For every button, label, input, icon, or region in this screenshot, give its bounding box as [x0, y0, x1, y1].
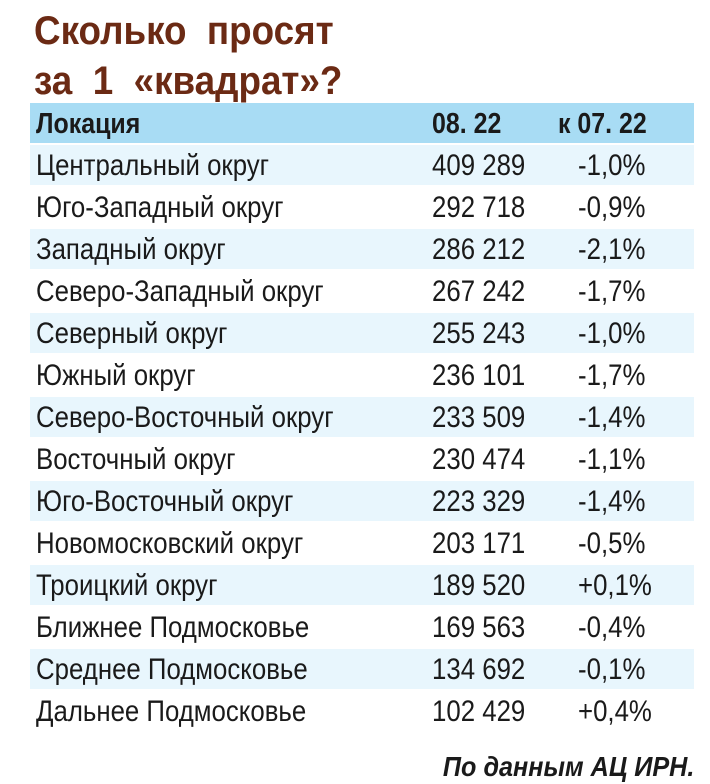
location-cell: Троицкий округ: [36, 569, 218, 602]
table-row: Северо-Восточный округ 233 509 -1,4%: [30, 397, 694, 439]
column-header-change: к 07. 22: [558, 108, 647, 140]
location-cell: Южный округ: [36, 359, 196, 392]
table-row: Южный округ 236 101 -1,7%: [30, 355, 694, 397]
table-row: Западный округ 286 212 -2,1%: [30, 229, 694, 271]
location-cell: Северо-Восточный округ: [36, 401, 334, 434]
price-cell: 236 101: [432, 359, 526, 392]
location-cell: Среднее Подмосковье: [36, 653, 308, 686]
change-cell: -1,7%: [578, 275, 646, 308]
table-row: Ближнее Подмосковье 169 563 -0,4%: [30, 607, 694, 649]
price-cell: 223 329: [432, 485, 526, 518]
location-cell: Дальнее Подмосковье: [36, 695, 307, 728]
table-body: Центральный округ 409 289 -1,0% Юго-Западны…: [30, 145, 694, 733]
table-header-row: Локация 08. 22 к 07. 22: [30, 103, 694, 145]
table-row: Северный округ 255 243 -1,0%: [30, 313, 694, 355]
location-cell: Северо-Западный округ: [36, 275, 324, 308]
table-row: Юго-Восточный округ 223 329 -1,4%: [30, 481, 694, 523]
page-title: Сколько просят за 1 «квадрат»?: [34, 6, 342, 106]
change-cell: -1,7%: [578, 359, 646, 392]
change-cell: -0,1%: [578, 653, 646, 686]
location-cell: Новомосковский округ: [36, 527, 304, 560]
table-row: Троицкий округ 189 520 +0,1%: [30, 565, 694, 607]
price-cell: 267 242: [432, 275, 526, 308]
location-cell: Западный округ: [36, 233, 226, 266]
table-row: Новомосковский округ 203 171 -0,5%: [30, 523, 694, 565]
change-cell: +0,1%: [578, 569, 652, 602]
change-cell: -1,0%: [578, 317, 646, 350]
change-cell: -0,4%: [578, 611, 646, 644]
price-cell: 189 520: [432, 569, 526, 602]
table-row: Центральный округ 409 289 -1,0%: [30, 145, 694, 187]
price-cell: 233 509: [432, 401, 526, 434]
table-row: Среднее Подмосковье 134 692 -0,1%: [30, 649, 694, 691]
title-line-1: Сколько просят: [34, 9, 334, 53]
price-cell: 230 474: [432, 443, 526, 476]
table-row: Восточный округ 230 474 -1,1%: [30, 439, 694, 481]
location-cell: Юго-Восточный округ: [36, 485, 294, 518]
change-cell: -0,5%: [578, 527, 646, 560]
change-cell: -1,4%: [578, 401, 646, 434]
location-cell: Ближнее Подмосковье: [36, 611, 310, 644]
table-row: Северо-Западный округ 267 242 -1,7%: [30, 271, 694, 313]
location-cell: Восточный округ: [36, 443, 236, 476]
price-cell: 286 212: [432, 233, 526, 266]
change-cell: +0,4%: [578, 695, 652, 728]
title-line-2: за 1 «квадрат»?: [34, 59, 343, 103]
price-cell: 409 289: [432, 149, 526, 182]
source-note: По данным АЦ ИРН.: [442, 751, 694, 782]
column-header-location: Локация: [36, 108, 141, 140]
price-cell: 255 243: [432, 317, 526, 350]
change-cell: -1,0%: [578, 149, 646, 182]
location-cell: Северный округ: [36, 317, 228, 350]
price-table: Локация 08. 22 к 07. 22 Центральный окру…: [30, 103, 694, 733]
price-cell: 203 171: [432, 527, 526, 560]
price-cell: 292 718: [432, 191, 526, 224]
change-cell: -0,9%: [578, 191, 646, 224]
change-cell: -1,4%: [578, 485, 646, 518]
table-row: Юго-Западный округ 292 718 -0,9%: [30, 187, 694, 229]
change-cell: -1,1%: [578, 443, 646, 476]
change-cell: -2,1%: [578, 233, 646, 266]
table-row: Дальнее Подмосковье 102 429 +0,4%: [30, 691, 694, 733]
price-cell: 102 429: [432, 695, 526, 728]
location-cell: Юго-Западный округ: [36, 191, 284, 224]
column-header-price: 08. 22: [432, 108, 502, 140]
price-cell: 169 563: [432, 611, 526, 644]
price-cell: 134 692: [432, 653, 526, 686]
location-cell: Центральный округ: [36, 149, 270, 182]
